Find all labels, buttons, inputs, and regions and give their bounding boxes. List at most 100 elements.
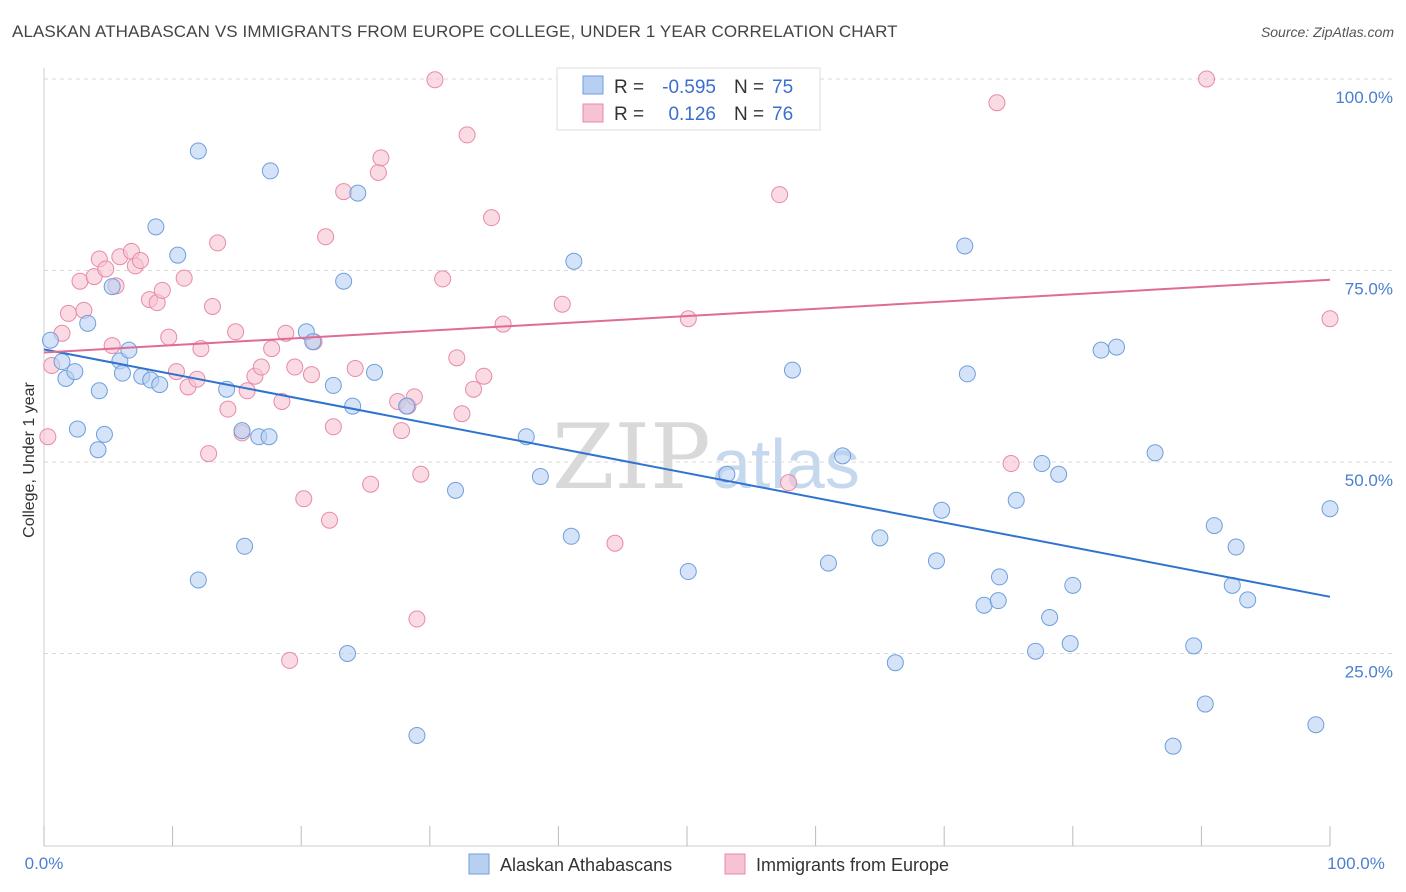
blue-data-point bbox=[927, 552, 945, 570]
blue-data-point bbox=[151, 376, 169, 394]
blue-data-point bbox=[1108, 338, 1126, 356]
blue-data-point bbox=[189, 142, 207, 160]
pink-data-point bbox=[324, 418, 342, 436]
blue-data-point bbox=[408, 726, 426, 744]
blue-data-point bbox=[120, 341, 138, 359]
blue-data-point bbox=[1050, 465, 1068, 483]
blue-data-point bbox=[1064, 576, 1082, 594]
x-tick-label-max: 100.0% bbox=[1327, 854, 1385, 873]
blue-data-point bbox=[79, 314, 97, 332]
blue-data-point bbox=[324, 376, 342, 394]
y-axis-label: College, Under 1 year bbox=[21, 382, 38, 538]
stats-box: R = -0.595 N = 75 R = 0.126 N = 76 bbox=[556, 67, 821, 131]
blue-data-point bbox=[933, 501, 951, 519]
blue-data-point bbox=[871, 529, 889, 547]
pink-data-point bbox=[679, 310, 697, 328]
pink-data-point bbox=[317, 228, 335, 246]
pink-data-point bbox=[553, 295, 571, 313]
blue-data-point bbox=[990, 568, 1008, 586]
legend-pink-swatch bbox=[724, 853, 746, 875]
pink-data-point bbox=[606, 534, 624, 552]
pink-data-point bbox=[393, 422, 411, 440]
blue-trend-line bbox=[43, 348, 1331, 598]
y-tick-label: 100.0% bbox=[1335, 88, 1393, 107]
blue-data-point bbox=[398, 397, 416, 415]
blue-data-point bbox=[975, 596, 993, 614]
blue-data-point bbox=[718, 465, 736, 483]
blue-data-point bbox=[1033, 455, 1051, 473]
pink-data-point bbox=[771, 186, 789, 204]
blue-data-point bbox=[834, 447, 852, 465]
stats-blue-n-value: 75 bbox=[772, 77, 793, 98]
blue-data-point bbox=[66, 363, 84, 381]
blue-data-point bbox=[349, 184, 367, 202]
x-axis-ticks bbox=[43, 826, 1331, 846]
blue-data-point bbox=[1239, 591, 1257, 609]
blue-data-point bbox=[565, 252, 583, 270]
blue-data-point bbox=[189, 571, 207, 589]
blue-data-point bbox=[679, 563, 697, 581]
pink-data-point bbox=[448, 349, 466, 367]
blue-data-point bbox=[562, 527, 580, 545]
blue-data-point bbox=[68, 420, 86, 438]
pink-data-point bbox=[281, 651, 299, 669]
blue-data-point bbox=[335, 272, 353, 290]
pink-data-point bbox=[39, 428, 57, 446]
blue-data-point bbox=[1146, 444, 1164, 462]
pink-data-point bbox=[227, 323, 245, 341]
pink-data-point bbox=[426, 71, 444, 89]
stats-blue-r-label: R = bbox=[614, 77, 644, 98]
pink-data-point bbox=[434, 270, 452, 288]
blue-data-point bbox=[989, 592, 1007, 610]
blue-data-point bbox=[366, 363, 384, 381]
pink-data-point bbox=[346, 360, 364, 378]
pink-data-point bbox=[988, 94, 1006, 112]
pink-data-point bbox=[1321, 310, 1339, 328]
pink-data-point bbox=[131, 252, 149, 270]
pink-data-point bbox=[780, 474, 798, 492]
pink-data-point bbox=[286, 358, 304, 376]
pink-data-point bbox=[238, 382, 256, 400]
blue-data-point bbox=[147, 218, 165, 236]
pink-data-point bbox=[295, 490, 313, 508]
pink-data-point bbox=[103, 337, 121, 355]
pink-data-point bbox=[59, 304, 77, 322]
blue-data-point bbox=[1185, 637, 1203, 655]
chart-title: ALASKAN ATHABASCAN VS IMMIGRANTS FROM EU… bbox=[12, 22, 898, 41]
watermark-zip: ZIP bbox=[552, 405, 711, 510]
pink-data-point bbox=[369, 163, 387, 181]
blue-data-point bbox=[1205, 517, 1223, 535]
legend-pink-label: Immigrants from Europe bbox=[756, 855, 949, 875]
pink-data-point bbox=[167, 363, 185, 381]
pink-data-point bbox=[203, 298, 221, 316]
blue-data-point bbox=[886, 654, 904, 672]
blue-data-point bbox=[1061, 635, 1079, 653]
y-tick-label: 75.0% bbox=[1345, 280, 1393, 299]
pink-data-point bbox=[71, 272, 89, 290]
pink-data-point bbox=[263, 340, 281, 358]
blue-data-point bbox=[113, 364, 131, 382]
blue-data-point bbox=[103, 278, 121, 296]
source-label: Source: ZipAtlas.com bbox=[1260, 24, 1394, 40]
pink-data-point bbox=[160, 328, 178, 346]
y-tick-labels: 100.0% 75.0% 50.0% 25.0% bbox=[1335, 88, 1393, 682]
pink-data-point bbox=[252, 358, 270, 376]
blue-data-point bbox=[531, 468, 549, 486]
gridlines bbox=[44, 78, 1392, 654]
stats-pink-r-value: 0.126 bbox=[668, 104, 716, 125]
pink-data-point bbox=[494, 315, 512, 333]
stats-blue-swatch bbox=[582, 75, 604, 95]
pink-data-point bbox=[408, 610, 426, 628]
blue-data-point bbox=[1307, 716, 1325, 734]
pink-data-point bbox=[465, 380, 483, 398]
stats-pink-n-value: 76 bbox=[772, 104, 793, 125]
blue-data-point bbox=[41, 331, 59, 349]
pink-data-point bbox=[372, 149, 390, 167]
blue-data-point bbox=[1196, 695, 1214, 713]
y-tick-label: 50.0% bbox=[1345, 471, 1393, 490]
pink-data-point bbox=[302, 366, 320, 384]
blue-data-point bbox=[236, 537, 254, 555]
pink-data-point bbox=[219, 400, 237, 418]
pink-data-point bbox=[483, 209, 501, 227]
